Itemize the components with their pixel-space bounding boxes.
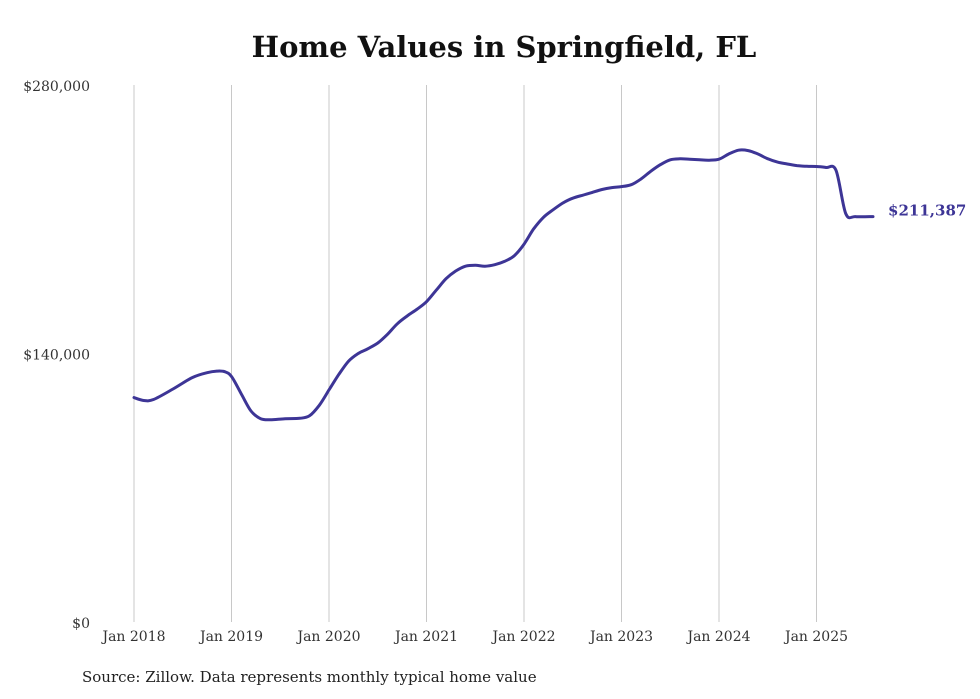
y-tick-label: $280,000 <box>23 79 90 95</box>
x-tick-label: Jan 2019 <box>198 629 263 645</box>
y-tick-label: $140,000 <box>23 348 90 364</box>
series-layer <box>132 148 875 422</box>
source-note: Source: Zillow. Data represents monthly … <box>82 668 537 686</box>
x-tick-label: Jan 2025 <box>783 629 848 645</box>
y-axis: $0 $140,000 $280,000 <box>23 79 90 632</box>
series-line <box>132 148 875 422</box>
y-tick-label: $0 <box>72 616 90 632</box>
label-layer: $211,387 <box>888 202 966 220</box>
x-tick-label: Jan 2023 <box>588 629 653 645</box>
x-tick-label: Jan 2020 <box>295 629 360 645</box>
x-tick-label: Jan 2018 <box>100 629 165 645</box>
end-value-label: $211,387 <box>888 202 966 220</box>
x-tick-label: Jan 2024 <box>685 629 750 645</box>
chart-title: Home Values in Springfield, FL <box>251 30 757 64</box>
x-tick-label: Jan 2022 <box>490 629 555 645</box>
x-axis: Jan 2018 Jan 2019 Jan 2020 Jan 2021 Jan 2022… <box>100 629 848 645</box>
grid-lines <box>133 85 817 622</box>
x-tick-label: Jan 2021 <box>393 629 458 645</box>
